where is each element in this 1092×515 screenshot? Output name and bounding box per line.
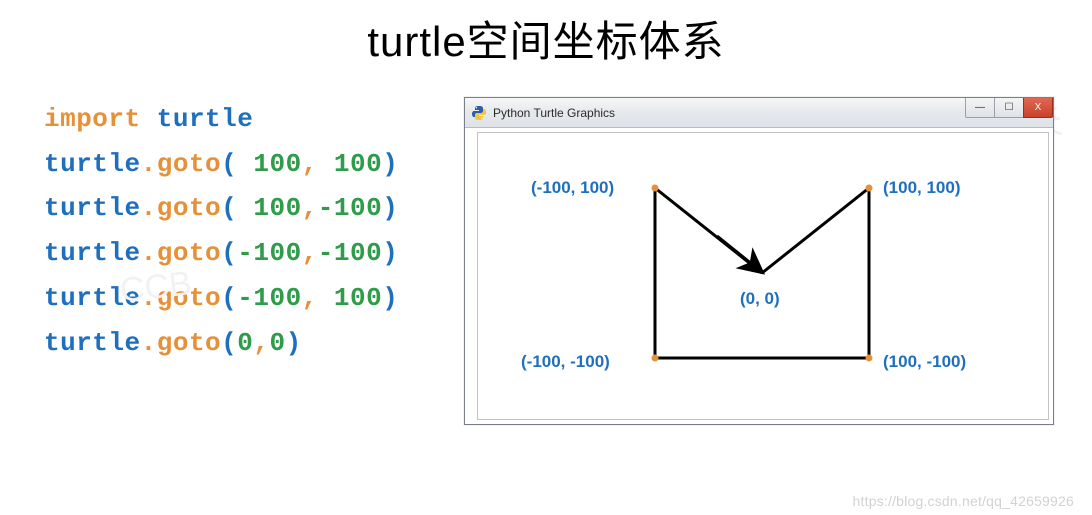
paren-open: ( — [221, 149, 237, 179]
code-line-2: turtle.goto( 100,-100) — [44, 186, 444, 231]
page-title: turtle空间坐标体系 — [0, 8, 1092, 69]
code-line-3: turtle.goto(-100,-100) — [44, 231, 444, 276]
code-line-1: turtle.goto( 100, 100) — [44, 142, 444, 187]
fn: goto — [157, 193, 221, 223]
obj: turtle — [44, 283, 141, 313]
obj: turtle — [44, 238, 141, 268]
arg: 100 — [318, 149, 382, 179]
arg: 100 — [318, 283, 382, 313]
label-tr: (100, 100) — [883, 178, 961, 198]
python-icon — [471, 105, 487, 121]
label-tl: (-100, 100) — [531, 178, 614, 198]
paren-open: ( — [221, 328, 237, 358]
paren-open: ( — [221, 283, 237, 313]
fn: goto — [157, 328, 221, 358]
comma: , — [253, 328, 269, 358]
code-line-4: turtle.goto(-100, 100) — [44, 276, 444, 321]
comma: , — [302, 238, 318, 268]
obj: turtle — [44, 193, 141, 223]
arg: -100 — [318, 238, 382, 268]
paren-close: ) — [382, 149, 398, 179]
label-br: (100, -100) — [883, 352, 966, 372]
module-name: turtle — [157, 104, 254, 134]
window-column: Python Turtle Graphics — ☐ X — [464, 97, 1054, 425]
app-window: Python Turtle Graphics — ☐ X — [464, 97, 1054, 425]
paren-close: ) — [286, 328, 302, 358]
comma: , — [302, 149, 318, 179]
obj: turtle — [44, 328, 141, 358]
obj: turtle — [44, 149, 141, 179]
turtle-path — [655, 188, 869, 358]
label-bl: (-100, -100) — [521, 352, 610, 372]
point-tl — [652, 185, 659, 192]
paren-open: ( — [221, 193, 237, 223]
window-title: Python Turtle Graphics — [493, 106, 615, 120]
code-line-import: import turtle — [44, 97, 444, 142]
arg: 100 — [237, 193, 301, 223]
turtle-path-svg — [465, 128, 1055, 424]
dot: . — [141, 193, 157, 223]
fn: goto — [157, 149, 221, 179]
maximize-button[interactable]: ☐ — [994, 98, 1024, 118]
window-controls: — ☐ X — [966, 98, 1053, 118]
fn: goto — [157, 283, 221, 313]
fn: goto — [157, 238, 221, 268]
code-block: import turtle turtle.goto( 100, 100) tur… — [44, 97, 444, 425]
canvas-area: (-100, 100) (100, 100) (0, 0) (-100, -10… — [465, 128, 1053, 424]
point-br — [866, 355, 873, 362]
paren-open: ( — [221, 238, 237, 268]
dot: . — [141, 328, 157, 358]
point-bl — [652, 355, 659, 362]
arg: -100 — [237, 238, 301, 268]
arg: -100 — [318, 193, 382, 223]
minimize-button[interactable]: — — [965, 98, 995, 118]
paren-close: ) — [382, 238, 398, 268]
titlebar[interactable]: Python Turtle Graphics — ☐ X — [465, 98, 1053, 128]
arg: -100 — [237, 283, 301, 313]
close-button[interactable]: X — [1023, 98, 1053, 118]
code-line-5: turtle.goto(0,0) — [44, 321, 444, 366]
point-tr — [866, 185, 873, 192]
turtle-arrow — [717, 236, 758, 269]
arg: 0 — [237, 328, 253, 358]
arg: 0 — [269, 328, 285, 358]
comma: , — [302, 283, 318, 313]
comma: , — [302, 193, 318, 223]
arg: 100 — [237, 149, 301, 179]
content-row: import turtle turtle.goto( 100, 100) tur… — [0, 97, 1092, 425]
keyword-import: import — [44, 104, 141, 134]
paren-close: ) — [382, 193, 398, 223]
dot: . — [141, 238, 157, 268]
label-center: (0, 0) — [740, 289, 780, 309]
dot: . — [141, 149, 157, 179]
dot: . — [141, 283, 157, 313]
paren-close: ) — [382, 283, 398, 313]
